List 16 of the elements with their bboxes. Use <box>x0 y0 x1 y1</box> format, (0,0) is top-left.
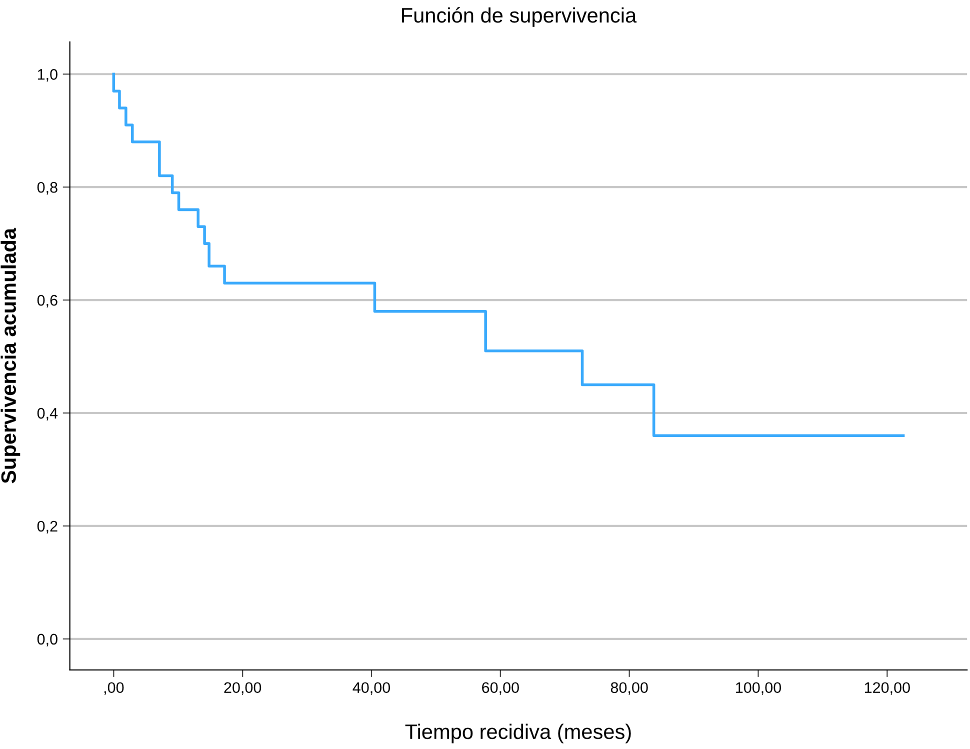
x-tick-label: 60,00 <box>482 682 519 695</box>
y-tick-label: 0,8 <box>37 182 58 195</box>
x-axis-title: Tiempo recidiva (meses) <box>405 724 631 744</box>
x-tick-label: 80,00 <box>610 682 648 695</box>
y-tick-label: 0,6 <box>37 294 58 308</box>
chart-title: Función de supervivencia <box>402 7 637 27</box>
x-tick-label: 100,00 <box>736 682 782 695</box>
y-tick-label: 1,0 <box>38 69 58 82</box>
y-tick-label: 0,2 <box>37 520 58 534</box>
x-tick-label: ,00 <box>104 682 124 695</box>
y-tick-label: 0,0 <box>37 634 58 646</box>
x-tick-label: 40,00 <box>352 682 390 695</box>
y-tick-label: 0,4 <box>37 408 58 420</box>
x-tick-label: 120,00 <box>864 682 910 695</box>
x-tick-label: 20,00 <box>224 682 262 695</box>
y-axis-title: Supervivencia acumulada <box>0 228 20 484</box>
